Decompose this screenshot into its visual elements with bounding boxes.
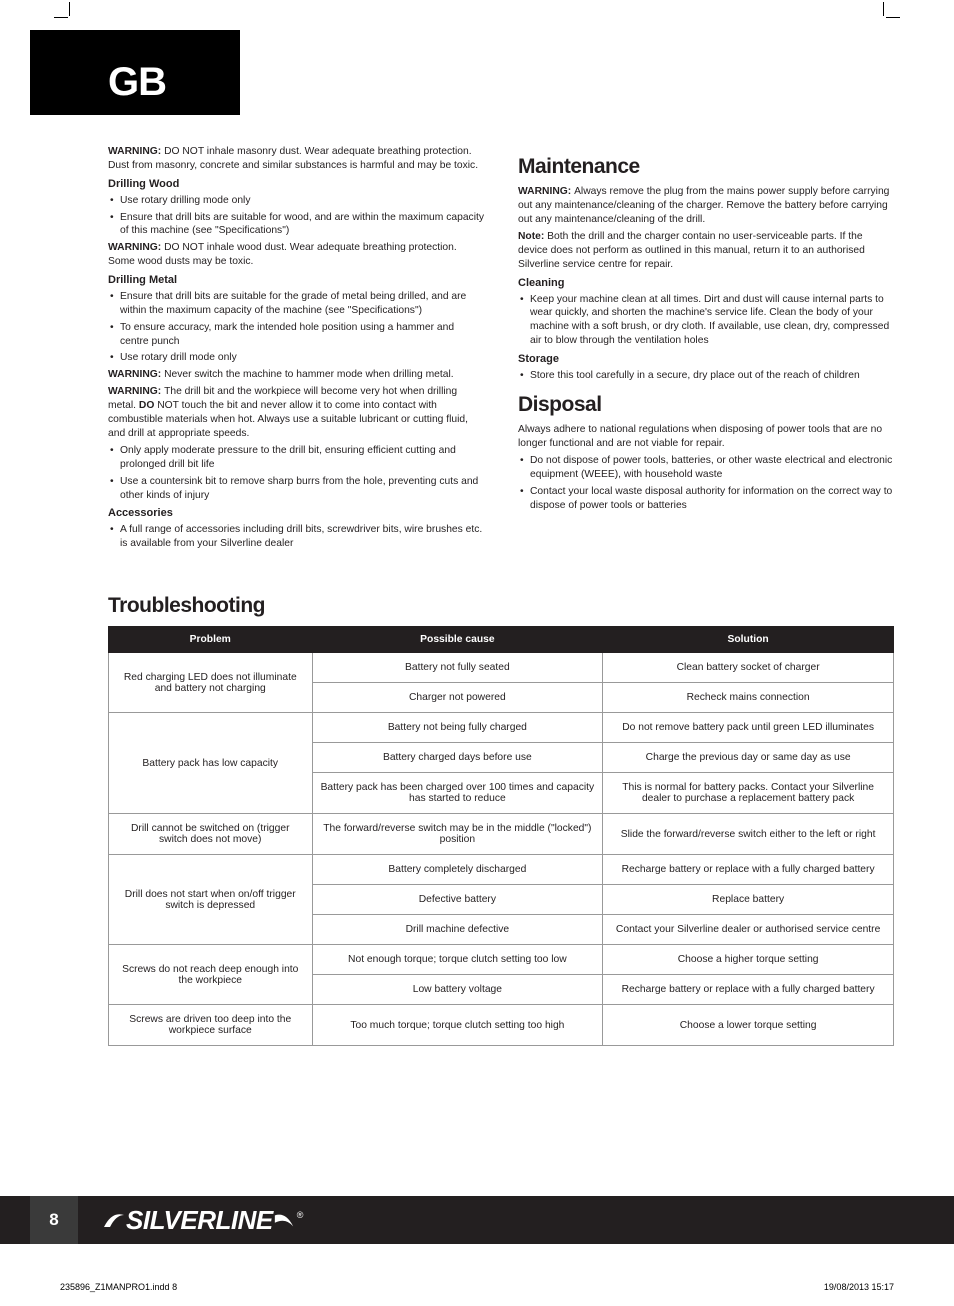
list-item: Store this tool carefully in a secure, d… (518, 369, 894, 383)
table-row: Screws do not reach deep enough into the… (109, 945, 894, 975)
list-item: Ensure that drill bits are suitable for … (108, 211, 484, 239)
heading-drilling-wood: Drilling Wood (108, 177, 484, 192)
registered-icon: ® (297, 1210, 303, 1220)
cell-solution: Replace battery (603, 885, 894, 915)
list-item: Do not dispose of power tools, batteries… (518, 454, 894, 482)
warning-masonry: WARNING: DO NOT inhale masonry dust. Wea… (108, 145, 484, 173)
footer-bar: 8 SILVERLINE ® (0, 1196, 954, 1244)
list-item: Contact your local waste disposal author… (518, 485, 894, 513)
cell-solution: Recharge battery or replace with a fully… (603, 975, 894, 1005)
list-item: Only apply moderate pressure to the dril… (108, 444, 484, 472)
cell-solution: Contact your Silverline dealer or author… (603, 915, 894, 945)
cell-cause: Battery charged days before use (312, 743, 603, 773)
warning-hot: WARNING: The drill bit and the workpiece… (108, 385, 484, 441)
cell-cause: Not enough torque; torque clutch setting… (312, 945, 603, 975)
left-column: WARNING: DO NOT inhale masonry dust. Wea… (108, 145, 484, 554)
cell-cause: Charger not powered (312, 683, 603, 713)
cell-solution: Clean battery socket of charger (603, 653, 894, 683)
note-label: Note: (518, 231, 547, 242)
list-item: A full range of accessories including dr… (108, 523, 484, 551)
cleaning-list: Keep your machine clean at all times. Di… (518, 293, 894, 349)
cell-cause: Drill machine defective (312, 915, 603, 945)
list-item: Use a countersink bit to remove sharp bu… (108, 475, 484, 503)
cell-solution: Choose a higher torque setting (603, 945, 894, 975)
cell-problem: Screws are driven too deep into the work… (109, 1005, 313, 1046)
list-item: Ensure that drill bits are suitable for … (108, 290, 484, 318)
table-row: Drill cannot be switched on (trigger swi… (109, 814, 894, 855)
list-item: Use rotary drilling mode only (108, 194, 484, 208)
cell-cause: Battery not fully seated (312, 653, 603, 683)
cell-problem: Red charging LED does not illuminate and… (109, 653, 313, 713)
brand-swoosh-icon (273, 1209, 295, 1231)
right-column: Maintenance WARNING: Always remove the p… (518, 145, 894, 554)
page-number: 8 (30, 1196, 78, 1244)
brand-text: SILVERLINE (126, 1205, 273, 1236)
th-problem: Problem (109, 627, 313, 653)
print-metadata: 235896_Z1MANPRO1.indd 8 19/08/2013 15:17 (0, 1244, 954, 1306)
warning-label: WARNING: (108, 369, 164, 380)
heading-accessories: Accessories (108, 506, 484, 521)
cell-cause: Battery not being fully charged (312, 713, 603, 743)
table-row: Screws are driven too deep into the work… (109, 1005, 894, 1046)
troubleshooting-title: Troubleshooting (108, 594, 894, 618)
accessories-list: A full range of accessories including dr… (108, 523, 484, 551)
region-header: GB (30, 30, 240, 115)
metal-list-2: Only apply moderate pressure to the dril… (108, 444, 484, 503)
warning-hammer: WARNING: Never switch the machine to ham… (108, 368, 484, 382)
cell-solution: Do not remove battery pack until green L… (603, 713, 894, 743)
th-solution: Solution (603, 627, 894, 653)
heading-cleaning: Cleaning (518, 276, 894, 291)
print-timestamp: 19/08/2013 15:17 (824, 1282, 894, 1292)
print-filename: 235896_Z1MANPRO1.indd 8 (60, 1282, 177, 1292)
warning-label: WARNING: (108, 146, 164, 157)
cell-cause: The forward/reverse switch may be in the… (312, 814, 603, 855)
list-item: To ensure accuracy, mark the intended ho… (108, 321, 484, 349)
cell-solution: Recharge battery or replace with a fully… (603, 855, 894, 885)
list-item: Use rotary drill mode only (108, 351, 484, 365)
cell-problem: Drill cannot be switched on (trigger swi… (109, 814, 313, 855)
manual-page: GB WARNING: DO NOT inhale masonry dust. … (0, 0, 954, 1066)
disposal-list: Do not dispose of power tools, batteries… (518, 454, 894, 513)
cell-solution: Charge the previous day or same day as u… (603, 743, 894, 773)
heading-disposal: Disposal (518, 391, 894, 419)
do-label: DO (139, 400, 154, 411)
cell-cause: Battery pack has been charged over 100 t… (312, 773, 603, 814)
table-row: Red charging LED does not illuminate and… (109, 653, 894, 683)
brand-logo: SILVERLINE ® (102, 1205, 303, 1236)
content-columns: WARNING: DO NOT inhale masonry dust. Wea… (30, 115, 894, 554)
troubleshooting-section: Troubleshooting Problem Possible cause S… (30, 554, 894, 1046)
disposal-intro: Always adhere to national regulations wh… (518, 423, 894, 451)
cell-problem: Drill does not start when on/off trigger… (109, 855, 313, 945)
list-item: Keep your machine clean at all times. Di… (518, 293, 894, 349)
warning-maintenance: WARNING: Always remove the plug from the… (518, 185, 894, 227)
cell-cause: Too much torque; torque clutch setting t… (312, 1005, 603, 1046)
cell-solution: Choose a lower torque setting (603, 1005, 894, 1046)
troubleshooting-table: Problem Possible cause Solution Red char… (108, 626, 894, 1046)
cell-solution: This is normal for battery packs. Contac… (603, 773, 894, 814)
storage-list: Store this tool carefully in a secure, d… (518, 369, 894, 383)
brand-swoosh-icon (102, 1209, 126, 1231)
warning-label: WARNING: (108, 242, 164, 253)
heading-drilling-metal: Drilling Metal (108, 273, 484, 288)
heading-maintenance: Maintenance (518, 153, 894, 181)
cell-solution: Recheck mains connection (603, 683, 894, 713)
heading-storage: Storage (518, 352, 894, 367)
metal-list: Ensure that drill bits are suitable for … (108, 290, 484, 365)
warning-wood: WARNING: DO NOT inhale wood dust. Wear a… (108, 241, 484, 269)
warning-label: WARNING: (108, 386, 164, 397)
th-cause: Possible cause (312, 627, 603, 653)
warning-label: WARNING: (518, 186, 574, 197)
table-row: Battery pack has low capacityBattery not… (109, 713, 894, 743)
cell-cause: Low battery voltage (312, 975, 603, 1005)
cell-cause: Battery completely discharged (312, 855, 603, 885)
note-maintenance: Note: Both the drill and the charger con… (518, 230, 894, 272)
cell-solution: Slide the forward/reverse switch either … (603, 814, 894, 855)
cell-cause: Defective battery (312, 885, 603, 915)
cell-problem: Screws do not reach deep enough into the… (109, 945, 313, 1005)
wood-list: Use rotary drilling mode only Ensure tha… (108, 194, 484, 239)
cell-problem: Battery pack has low capacity (109, 713, 313, 814)
table-row: Drill does not start when on/off trigger… (109, 855, 894, 885)
